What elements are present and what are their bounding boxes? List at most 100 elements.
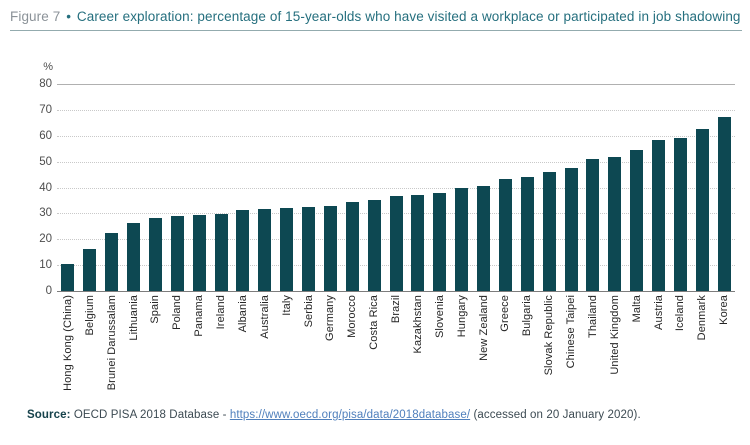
x-label-cell: Slovak Republic xyxy=(538,295,560,407)
source-link[interactable]: https://www.oecd.org/pisa/data/2018datab… xyxy=(229,409,471,421)
x-label-cell: Italy xyxy=(276,295,298,407)
x-label-cell: Brazil xyxy=(385,295,407,407)
x-label-cell: Iceland xyxy=(670,295,692,407)
source-suffix: (accessed on 20 January 2020). xyxy=(470,409,641,421)
figure-title: Career exploration: percentage of 15-yea… xyxy=(76,9,741,24)
y-tick-label-80: 80 xyxy=(39,78,52,90)
x-label-cell: Austria xyxy=(648,295,670,407)
y-tick-label-60: 60 xyxy=(39,129,52,142)
x-label-denmark: Denmark xyxy=(696,295,709,341)
bar-slot xyxy=(166,84,188,291)
x-label-cell: Panama xyxy=(188,295,210,407)
x-label-slovenia: Slovenia xyxy=(433,295,446,338)
y-tick-label-30: 30 xyxy=(39,207,52,220)
x-label-cell: Australia xyxy=(254,295,276,407)
bar-slot xyxy=(57,84,79,291)
source-label: Source: xyxy=(27,409,71,421)
x-label-cell: Belgium xyxy=(79,295,101,407)
bar-slot xyxy=(648,84,670,291)
bar-slot xyxy=(385,84,407,291)
bar-slot xyxy=(495,84,517,291)
x-label-cell: Denmark xyxy=(691,295,713,407)
bar-slot xyxy=(101,84,123,291)
bar-series xyxy=(57,84,735,291)
x-label-austria: Austria xyxy=(652,295,665,330)
bar-slot xyxy=(604,84,626,291)
x-label-cell: Thailand xyxy=(582,295,604,407)
x-label-cell: Bulgaria xyxy=(516,295,538,407)
bar-slot xyxy=(276,84,298,291)
bar-kazakhstan xyxy=(411,195,425,291)
x-label-cell: Hong Kong (China) xyxy=(57,295,79,407)
x-label-hong-kong-china: Hong Kong (China) xyxy=(61,295,74,391)
x-label-cell: Lithuania xyxy=(123,295,145,407)
x-label-cell: Albania xyxy=(232,295,254,407)
bar-united-kingdom xyxy=(608,156,622,291)
bar-korea xyxy=(717,117,731,291)
x-label-cell: Serbia xyxy=(298,295,320,407)
bar-austria xyxy=(652,140,666,291)
x-label-greece: Greece xyxy=(499,295,512,332)
x-label-new-zealand: New Zealand xyxy=(477,295,490,361)
bar-australia xyxy=(258,208,272,291)
bar-serbia xyxy=(302,206,316,291)
x-label-albania: Albania xyxy=(236,295,249,333)
x-label-cell: Spain xyxy=(145,295,167,407)
x-label-cell: Slovenia xyxy=(429,295,451,407)
bar-slovak-republic xyxy=(542,171,556,291)
bar-new-zealand xyxy=(477,185,491,291)
figure-number: Figure 7 xyxy=(10,9,61,24)
bar-slot xyxy=(210,84,232,291)
x-label-costa-rica: Costa Rica xyxy=(368,295,381,350)
bar-slot xyxy=(560,84,582,291)
bar-germany xyxy=(323,205,337,291)
x-label-spain: Spain xyxy=(149,295,162,324)
y-tick-label-40: 40 xyxy=(39,181,52,194)
bar-slot xyxy=(145,84,167,291)
x-label-iceland: Iceland xyxy=(674,295,687,332)
y-tick-label-50: 50 xyxy=(39,155,52,168)
y-tick-label-20: 20 xyxy=(39,233,52,246)
y-tick-label-10: 10 xyxy=(39,259,52,272)
x-label-united-kingdom: United Kingdom xyxy=(608,295,621,375)
x-label-morocco: Morocco xyxy=(346,295,359,338)
bar-bulgaria xyxy=(520,176,534,291)
bar-chinese-taipei xyxy=(564,168,578,291)
bar-slot xyxy=(626,84,648,291)
source-text: OECD PISA 2018 Database - xyxy=(70,409,230,421)
x-label-malta: Malta xyxy=(630,295,643,323)
bar-italy xyxy=(280,207,294,291)
bar-greece xyxy=(498,178,512,291)
y-tick-label-0: 0 xyxy=(45,285,52,297)
bar-iceland xyxy=(673,137,687,291)
x-label-thailand: Thailand xyxy=(586,295,599,338)
x-label-lithuania: Lithuania xyxy=(127,295,140,341)
bar-slot xyxy=(713,84,735,291)
x-label-cell: Morocco xyxy=(341,295,363,407)
x-label-italy: Italy xyxy=(280,295,293,316)
x-label-germany: Germany xyxy=(324,295,337,341)
x-label-cell: Costa Rica xyxy=(363,295,385,407)
bar-slot xyxy=(123,84,145,291)
x-label-ireland: Ireland xyxy=(215,295,228,330)
bar-slot xyxy=(516,84,538,291)
x-label-cell: Greece xyxy=(495,295,517,407)
bar-slot xyxy=(363,84,385,291)
bar-slot xyxy=(232,84,254,291)
bar-thailand xyxy=(586,159,600,291)
x-label-cell: Chinese Taipei xyxy=(560,295,582,407)
bar-slot xyxy=(429,84,451,291)
bar-ireland xyxy=(214,214,228,291)
bar-brazil xyxy=(389,196,403,291)
source-line: Source: OECD PISA 2018 Database - https:… xyxy=(27,409,641,421)
bar-slot xyxy=(582,84,604,291)
bar-slot xyxy=(79,84,101,291)
bar-costa-rica xyxy=(367,200,381,291)
bar-hungary xyxy=(455,187,469,291)
bar-slot xyxy=(188,84,210,291)
bar-slot xyxy=(538,84,560,291)
x-label-poland: Poland xyxy=(171,295,184,330)
x-label-chinese-taipei: Chinese Taipei xyxy=(565,295,578,369)
bar-slot xyxy=(254,84,276,291)
bar-brunei-darussalam xyxy=(105,233,119,291)
